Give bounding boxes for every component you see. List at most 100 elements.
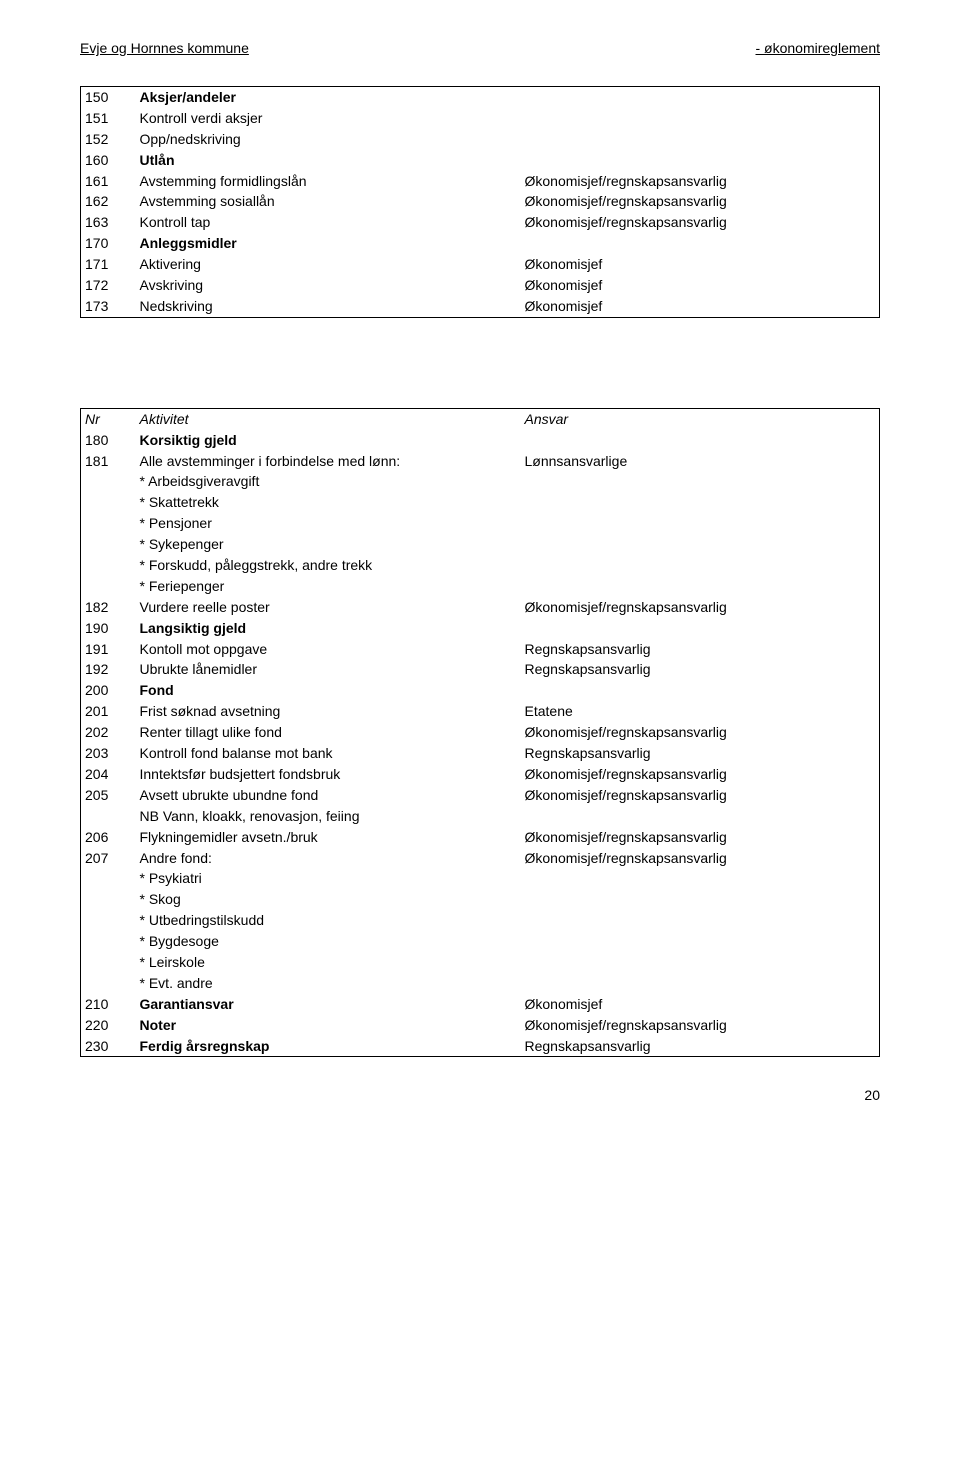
header-right: - økonomireglement: [756, 40, 881, 56]
cell-responsible: Regnskapsansvarlig: [521, 1036, 880, 1057]
cell-activity: Fond: [136, 680, 521, 701]
table-row: 205Avsett ubrukte ubundne fondØkonomisje…: [81, 785, 880, 806]
cell-activity: Kontroll verdi aksjer: [136, 108, 521, 129]
cell-activity: Kontroll fond balanse mot bank: [136, 743, 521, 764]
cell-activity: * Skog: [136, 889, 521, 910]
cell-nr: [81, 868, 136, 889]
cell-responsible: [521, 233, 880, 254]
cell-responsible: Økonomisjef/regnskapsansvarlig: [521, 1015, 880, 1036]
cell-activity: NB Vann, kloakk, renovasjon, feiing: [136, 806, 521, 827]
table2-section: NrAktivitetAnsvar180Korsiktig gjeld181Al…: [80, 408, 880, 1058]
table-row: 171AktiveringØkonomisjef: [81, 254, 880, 275]
table-row: 150Aksjer/andeler: [81, 87, 880, 108]
cell-nr: 163: [81, 212, 136, 233]
cell-nr: 172: [81, 275, 136, 296]
cell-activity: * Feriepenger: [136, 576, 521, 597]
cell-responsible: [521, 513, 880, 534]
cell-responsible: [521, 555, 880, 576]
cell-nr: 162: [81, 191, 136, 212]
cell-nr: 150: [81, 87, 136, 108]
cell-activity: * Psykiatri: [136, 868, 521, 889]
table-row: 190Langsiktig gjeld: [81, 618, 880, 639]
cell-nr: 203: [81, 743, 136, 764]
cell-activity: Ubrukte lånemidler: [136, 659, 521, 680]
cell-activity: Kontroll tap: [136, 212, 521, 233]
table-row: 162Avstemming sosiallånØkonomisjef/regns…: [81, 191, 880, 212]
cell-responsible: [521, 952, 880, 973]
cell-nr: 192: [81, 659, 136, 680]
spacer: [80, 348, 880, 408]
table-row: 207Andre fond:Økonomisjef/regnskapsansva…: [81, 848, 880, 869]
cell-responsible: [521, 576, 880, 597]
table-row: 210GarantiansvarØkonomisjef: [81, 994, 880, 1015]
table-row: * Evt. andre: [81, 973, 880, 994]
cell-activity: Avsett ubrukte ubundne fond: [136, 785, 521, 806]
table-row: 201Frist søknad avsetningEtatene: [81, 701, 880, 722]
table-row: 202Renter tillagt ulike fondØkonomisjef/…: [81, 722, 880, 743]
cell-nr: [81, 534, 136, 555]
cell-nr: 204: [81, 764, 136, 785]
cell-responsible: Økonomisjef/regnskapsansvarlig: [521, 764, 880, 785]
cell-responsible: Regnskapsansvarlig: [521, 743, 880, 764]
table-row: 230Ferdig årsregnskapRegnskapsansvarlig: [81, 1036, 880, 1057]
cell-responsible: [521, 618, 880, 639]
cell-nr: [81, 576, 136, 597]
cell-responsible: [521, 534, 880, 555]
cell-activity: * Utbedringstilskudd: [136, 910, 521, 931]
cell-activity: Renter tillagt ulike fond: [136, 722, 521, 743]
cell-responsible: [521, 889, 880, 910]
cell-nr: 200: [81, 680, 136, 701]
table-row: * Bygdesoge: [81, 931, 880, 952]
table-row: * Arbeidsgiveravgift: [81, 471, 880, 492]
table1-section: 150Aksjer/andeler151Kontroll verdi aksje…: [80, 86, 880, 318]
cell-nr: 151: [81, 108, 136, 129]
table-row: 192Ubrukte lånemidlerRegnskapsansvarlig: [81, 659, 880, 680]
cell-activity: * Sykepenger: [136, 534, 521, 555]
cell-nr: 152: [81, 129, 136, 150]
table-row: 182Vurdere reelle posterØkonomisjef/regn…: [81, 597, 880, 618]
cell-responsible: Økonomisjef/regnskapsansvarlig: [521, 171, 880, 192]
cell-activity: Flykningemidler avsetn./bruk: [136, 827, 521, 848]
table-row: * Feriepenger: [81, 576, 880, 597]
cell-responsible: [521, 910, 880, 931]
cell-activity: Kontoll mot oppgave: [136, 639, 521, 660]
cell-responsible: Regnskapsansvarlig: [521, 659, 880, 680]
table-row: 152Opp/nedskriving: [81, 129, 880, 150]
table-row: * Skattetrekk: [81, 492, 880, 513]
cell-responsible: Etatene: [521, 701, 880, 722]
cell-responsible: Økonomisjef: [521, 994, 880, 1015]
cell-responsible: [521, 471, 880, 492]
cell-activity: Alle avstemminger i forbindelse med lønn…: [136, 451, 521, 472]
cell-nr: [81, 471, 136, 492]
cell-nr: 182: [81, 597, 136, 618]
cell-nr: 207: [81, 848, 136, 869]
cell-responsible: Økonomisjef/regnskapsansvarlig: [521, 848, 880, 869]
cell-nr: [81, 492, 136, 513]
cell-activity: Vurdere reelle poster: [136, 597, 521, 618]
table-header-row: NrAktivitetAnsvar: [81, 408, 880, 429]
cell-nr: 230: [81, 1036, 136, 1057]
page-number: 20: [80, 1087, 880, 1103]
table-row: 161Avstemming formidlingslånØkonomisjef/…: [81, 171, 880, 192]
table-row: * Utbedringstilskudd: [81, 910, 880, 931]
cell-nr: 205: [81, 785, 136, 806]
cell-activity: * Evt. andre: [136, 973, 521, 994]
cell-activity: Aksjer/andeler: [136, 87, 521, 108]
table-row: 203Kontroll fond balanse mot bankRegnska…: [81, 743, 880, 764]
table-row: 204Inntektsfør budsjettert fondsbrukØkon…: [81, 764, 880, 785]
cell-responsible: Økonomisjef/regnskapsansvarlig: [521, 722, 880, 743]
cell-responsible: Økonomisjef: [521, 254, 880, 275]
cell-activity: Garantiansvar: [136, 994, 521, 1015]
cell-nr: 161: [81, 171, 136, 192]
cell-activity: * Forskudd, påleggstrekk, andre trekk: [136, 555, 521, 576]
header-cell: Ansvar: [521, 408, 880, 429]
cell-nr: 206: [81, 827, 136, 848]
table-row: * Skog: [81, 889, 880, 910]
cell-activity: Andre fond:: [136, 848, 521, 869]
cell-nr: 171: [81, 254, 136, 275]
cell-responsible: [521, 868, 880, 889]
table-row: * Leirskole: [81, 952, 880, 973]
cell-responsible: Økonomisjef/regnskapsansvarlig: [521, 212, 880, 233]
cell-activity: Avstemming formidlingslån: [136, 171, 521, 192]
table-row: 172AvskrivingØkonomisjef: [81, 275, 880, 296]
